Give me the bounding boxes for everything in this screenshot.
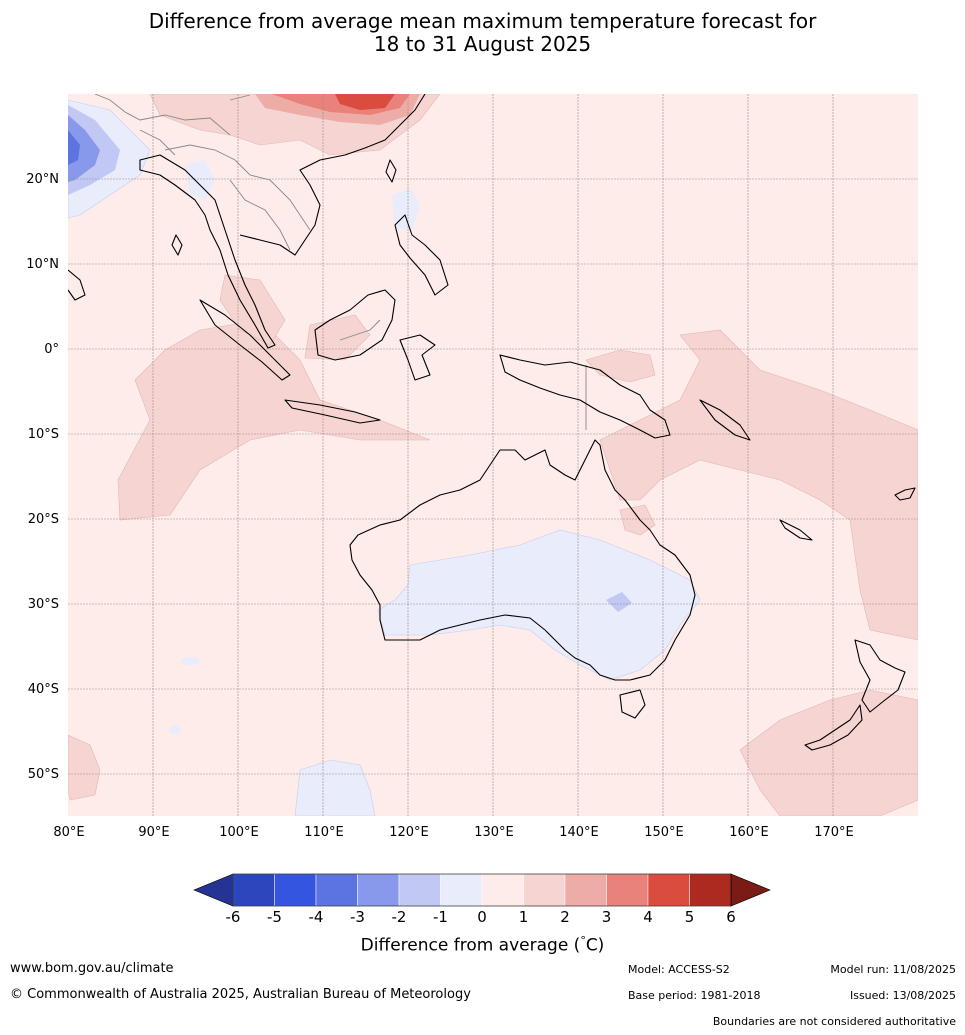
cool-region-australia bbox=[377, 529, 701, 681]
coastline-new-guinea bbox=[499, 354, 671, 439]
cool-region-bay-of-bengal bbox=[185, 160, 215, 200]
warm-region-southwest bbox=[68, 734, 101, 801]
colorbar-segment bbox=[689, 873, 732, 907]
coastline-taiwan bbox=[385, 159, 397, 183]
colorbar-tick-label: 4 bbox=[643, 908, 653, 926]
cool-region-arabian-sea-4 bbox=[68, 130, 80, 165]
colorbar-label-text: Difference from average ( bbox=[360, 935, 581, 956]
coastline-tasmania bbox=[619, 689, 646, 719]
cool-region-philippines bbox=[392, 188, 420, 230]
lon-label: 160°E bbox=[729, 825, 769, 840]
colorbar-segment bbox=[647, 873, 690, 907]
coastlines bbox=[68, 94, 916, 751]
lon-label: 140°E bbox=[559, 825, 599, 840]
lat-label: 50°S bbox=[28, 767, 59, 782]
coastline-philippines bbox=[394, 214, 449, 296]
map-panel bbox=[68, 94, 918, 816]
warm-region-pacific bbox=[599, 329, 918, 641]
lat-label: 30°S bbox=[28, 597, 59, 612]
disclaimer-text: Boundaries are not considered authoritat… bbox=[712, 1015, 956, 1028]
colorbar-unit: C) bbox=[585, 935, 605, 956]
coastline-borneo bbox=[314, 289, 396, 361]
cool-region-small-1 bbox=[181, 657, 199, 665]
longitude-labels: 80°E 90°E 100°E 110°E 120°E 130°E 140°E … bbox=[53, 825, 853, 840]
colorbar-tick-label: 2 bbox=[560, 908, 570, 926]
country-boundaries bbox=[94, 94, 587, 430]
colorbar-segment bbox=[232, 873, 275, 907]
degree-symbol: ° bbox=[580, 934, 586, 947]
lon-label: 90°E bbox=[138, 825, 169, 840]
coastline-asia bbox=[68, 94, 426, 349]
website-link[interactable]: www.bom.gov.au/climate bbox=[10, 961, 174, 976]
cool-region-small-2 bbox=[169, 726, 181, 734]
copyright-text: © Commonwealth of Australia 2025, Austra… bbox=[10, 987, 471, 1002]
coastline-sulawesi bbox=[399, 334, 436, 381]
lat-label: 10°N bbox=[26, 257, 59, 272]
colorbar-tick-label: 1 bbox=[519, 908, 529, 926]
colorbar-segment bbox=[357, 873, 400, 907]
colorbar-segment bbox=[315, 873, 358, 907]
map-title: Difference from average mean maximum tem… bbox=[0, 10, 965, 56]
colorbar-segment bbox=[398, 873, 441, 907]
coastline-sri-lanka bbox=[171, 234, 183, 256]
lon-label: 150°E bbox=[644, 825, 684, 840]
colorbar-tick-label: -2 bbox=[392, 908, 407, 926]
lon-label: 130°E bbox=[474, 825, 514, 840]
lon-label: 80°E bbox=[53, 825, 84, 840]
coastline-new-caledonia bbox=[779, 519, 813, 541]
coastline-sumatra bbox=[199, 299, 291, 381]
base-period-text: Base period: 1981-2018 bbox=[628, 989, 761, 1002]
lon-label: 170°E bbox=[814, 825, 854, 840]
coastline-fiji bbox=[894, 487, 916, 501]
latitude-labels: 20°N 10°N 0° 10°S 20°S 30°S 40°S 50°S bbox=[26, 172, 59, 782]
colorbar: -6 -5 -4 -3 -2 -1 0 1 2 3 4 5 6 bbox=[193, 873, 771, 926]
colorbar-segment bbox=[274, 873, 317, 907]
colorbar-tick-label: 5 bbox=[685, 908, 695, 926]
colorbar-tick-label: -6 bbox=[226, 908, 241, 926]
colorbar-segment bbox=[523, 873, 566, 907]
colorbar-tick-label: -5 bbox=[267, 908, 282, 926]
title-line-1: Difference from average mean maximum tem… bbox=[148, 9, 817, 33]
warm-region-coral-sea bbox=[585, 349, 656, 383]
colorbar-segment bbox=[564, 873, 607, 907]
title-line-2: 18 to 31 August 2025 bbox=[373, 32, 592, 56]
colorbar-segment bbox=[440, 873, 483, 907]
colorbar-segment bbox=[481, 873, 524, 907]
colorbar-tick-label: -4 bbox=[309, 908, 324, 926]
colorbar-tick-label: 6 bbox=[726, 908, 736, 926]
lat-label: 10°S bbox=[28, 427, 59, 442]
colorbar-extend-low bbox=[193, 873, 234, 907]
coastline-solomon bbox=[699, 399, 751, 441]
coastline-australia bbox=[349, 439, 696, 681]
colorbar-segment bbox=[606, 873, 649, 907]
colorbar-frame bbox=[232, 873, 732, 907]
lon-label: 110°E bbox=[304, 825, 344, 840]
issued-text: Issued: 13/08/2025 bbox=[849, 989, 956, 1002]
lat-label: 0° bbox=[44, 342, 59, 357]
lon-label: 120°E bbox=[389, 825, 429, 840]
colorbar-tick-label: 3 bbox=[602, 908, 612, 926]
lat-label: 20°S bbox=[28, 512, 59, 527]
warm-region-indian-ocean bbox=[117, 319, 431, 521]
warm-region-china-4 bbox=[335, 94, 395, 110]
model-text: Model: ACCESS-S2 bbox=[628, 963, 730, 976]
coastline-nz-north bbox=[854, 639, 906, 713]
colorbar-extend-high bbox=[730, 873, 771, 907]
warm-region-east-aus bbox=[619, 504, 656, 536]
coastline-nz-south bbox=[804, 704, 863, 751]
cool-region-arabian-sea-3 bbox=[68, 115, 100, 182]
cool-region-australia-2 bbox=[606, 592, 632, 612]
colorbar-tick-label: 0 bbox=[477, 908, 487, 926]
lat-label: 20°N bbox=[26, 172, 59, 187]
lon-label: 100°E bbox=[219, 825, 259, 840]
coastline-java bbox=[284, 399, 381, 424]
model-run-text: Model run: 11/08/2025 bbox=[830, 963, 956, 976]
lat-label: 40°S bbox=[28, 682, 59, 697]
warm-region-tasman bbox=[739, 689, 918, 816]
colorbar-label: Difference from average (°C) bbox=[0, 934, 965, 956]
gridlines bbox=[68, 94, 918, 816]
colorbar-tick-label: -1 bbox=[433, 908, 448, 926]
colorbar-tick-label: -3 bbox=[350, 908, 365, 926]
